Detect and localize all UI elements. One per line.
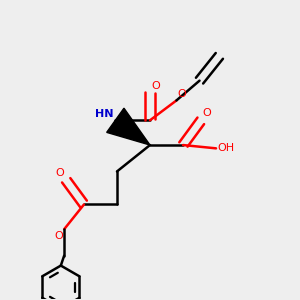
Text: O: O bbox=[203, 108, 212, 118]
Text: O: O bbox=[55, 231, 64, 241]
Text: O: O bbox=[152, 81, 161, 91]
Text: HN: HN bbox=[95, 109, 114, 118]
Polygon shape bbox=[107, 108, 150, 145]
Text: OH: OH bbox=[218, 143, 235, 153]
Text: O: O bbox=[177, 89, 186, 100]
Text: O: O bbox=[56, 168, 64, 178]
